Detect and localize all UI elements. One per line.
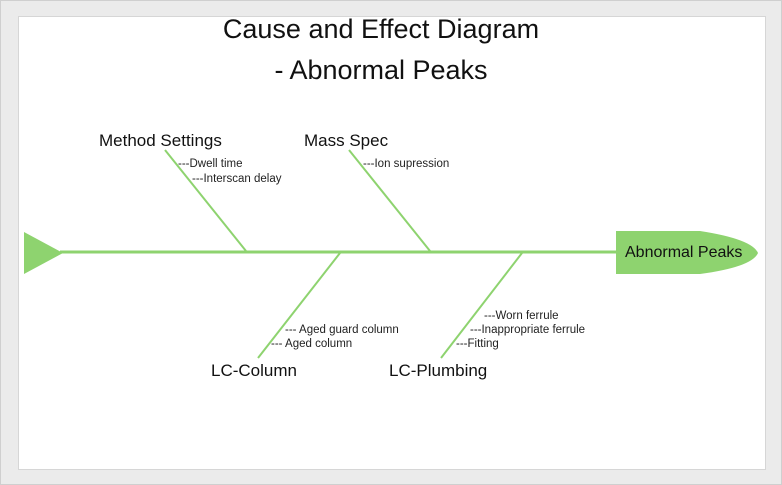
cause-aged-column: --- Aged column: [271, 338, 353, 350]
diagram-title-line-2: - Abnormal Peaks: [274, 55, 488, 85]
cause-aged-guard-column: --- Aged guard column: [285, 324, 399, 336]
cause-fitting: ---Fitting: [456, 338, 499, 350]
bone-lc-column: [257, 252, 341, 359]
category-method-settings: Method Settings: [99, 131, 222, 150]
bone-mass-spec: [348, 149, 431, 252]
diagram-title-line-1: Cause and Effect Diagram: [222, 14, 540, 44]
cause-dwell-time: ---Dwell time: [178, 158, 243, 170]
category-lc-plumbing: LC-Plumbing: [389, 361, 488, 380]
category-lc-column: LC-Column: [211, 361, 297, 380]
effect-label: Abnormal Peaks: [625, 244, 743, 261]
bone-method-settings: [164, 149, 247, 252]
fish-tail: [24, 232, 63, 274]
bone-lc-plumbing: [440, 252, 523, 359]
cause-inappropriate-ferrule: ---Inappropriate ferrule: [470, 324, 586, 336]
category-mass-spec: Mass Spec: [304, 131, 389, 150]
cause-ion-supression: ---Ion supression: [363, 158, 450, 170]
fish-head: [616, 231, 758, 274]
cause-interscan-delay: ---Interscan delay: [192, 173, 282, 185]
cause-worn-ferrule: ---Worn ferrule: [484, 310, 559, 322]
